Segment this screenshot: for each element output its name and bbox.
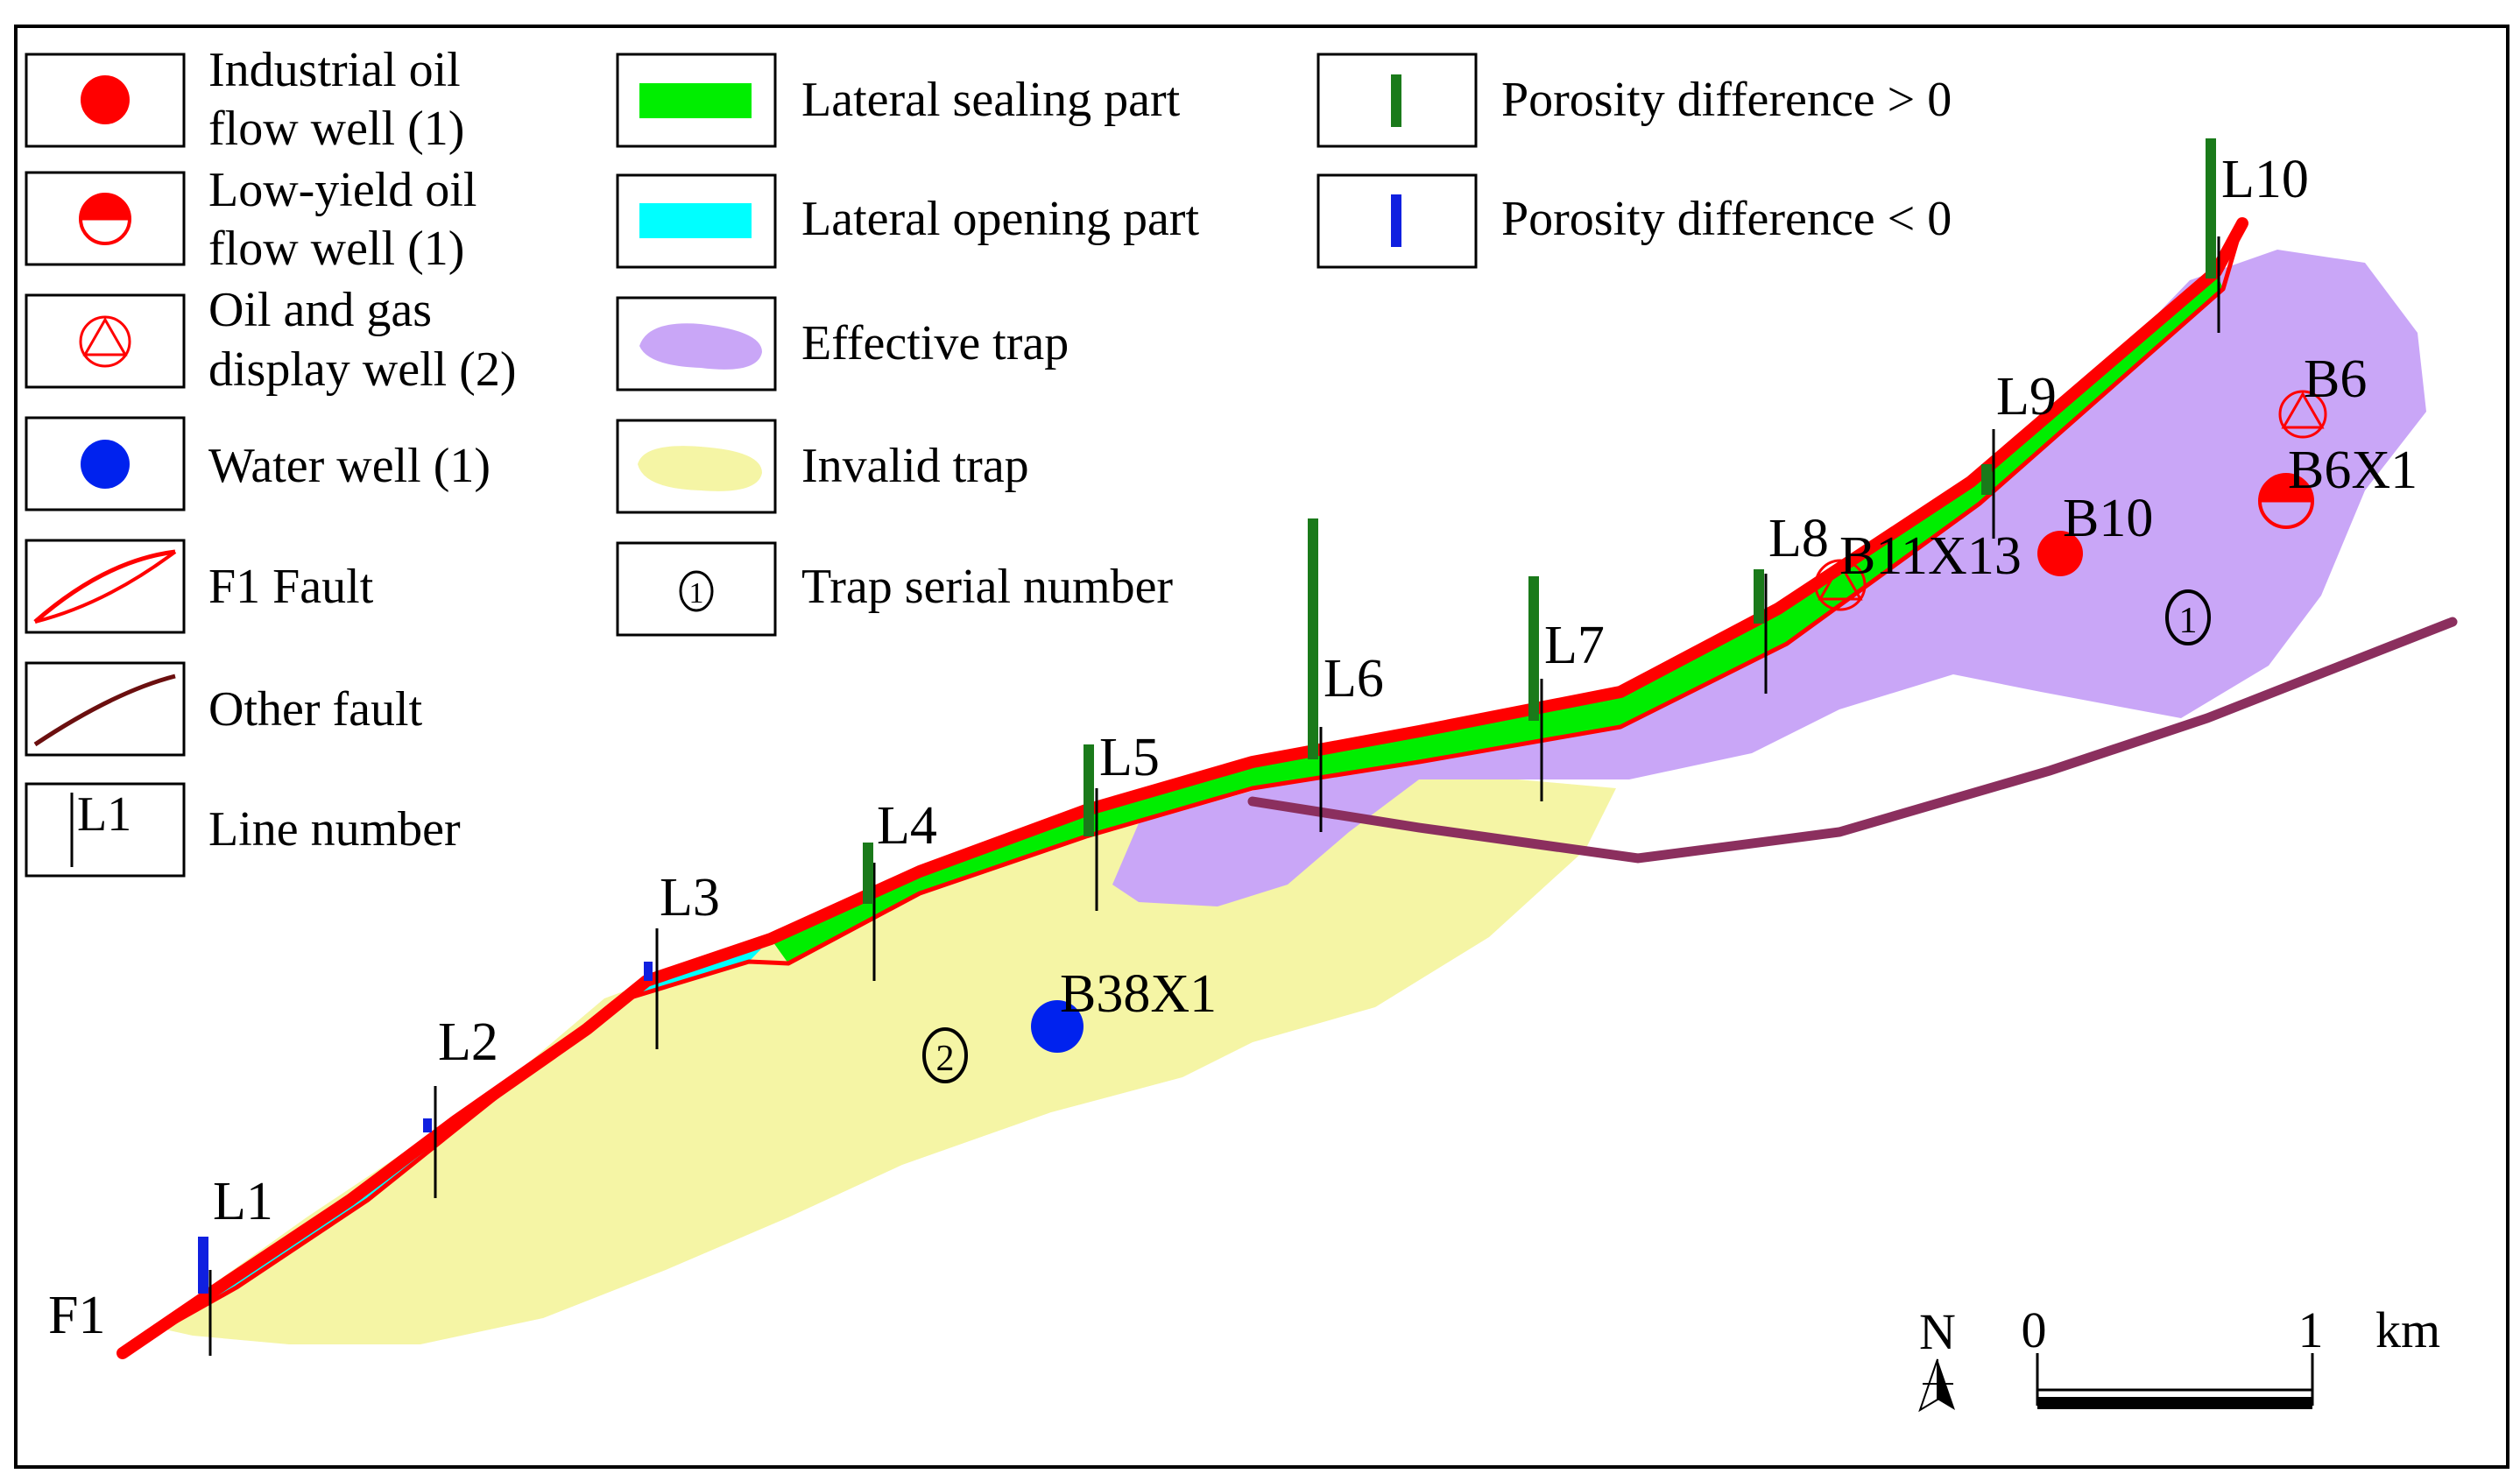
porosity-pos-bar-l7 xyxy=(1528,576,1539,721)
porosity-pos-bar-l10 xyxy=(2206,138,2216,279)
porosity-neg-bar-l3 xyxy=(644,962,653,981)
scale-end: 1 xyxy=(2298,1301,2324,1358)
lateral-sealing-icon xyxy=(639,83,752,118)
porosity-neg-bar-l2 xyxy=(423,1118,432,1132)
line-label-l6: L6 xyxy=(1324,649,1384,709)
other-fault-line xyxy=(1247,617,2458,864)
well-label-b10: B10 xyxy=(2063,489,2153,548)
well-b10-symbol xyxy=(2037,531,2083,576)
porosity-negative-icon xyxy=(1391,194,1401,247)
trap-number-1: 1 xyxy=(2165,589,2211,645)
legend-porneg-line1: Porosity difference < 0 xyxy=(1501,192,1952,246)
legend-invalid-line1: Invalid trap xyxy=(801,439,1029,493)
well-label-b6: B6 xyxy=(2304,349,2367,409)
legend-lowyield-line2: flow well (1) xyxy=(208,222,464,276)
line-label-l1: L1 xyxy=(213,1172,273,1231)
legend-f1fault-line1: F1 Fault xyxy=(208,560,374,614)
legend-display-line1: Oil and gas xyxy=(208,283,432,337)
other-fault-icon xyxy=(33,674,176,747)
well-b6-symbol xyxy=(2278,390,2327,439)
legend-opening-line1: Lateral opening part xyxy=(801,192,1199,246)
porosity-pos-bar-l4 xyxy=(863,843,873,904)
scale-unit: km xyxy=(2375,1301,2440,1358)
legend-linenumber-line1: Line number xyxy=(208,802,461,857)
line-label-l2: L2 xyxy=(438,1012,498,1072)
line-label-l10: L10 xyxy=(2221,150,2309,209)
invalid-trap-area xyxy=(153,771,1616,1344)
legend-porpos-line1: Porosity difference > 0 xyxy=(1501,73,1952,127)
line-label-l7: L7 xyxy=(1544,616,1605,675)
north-label: N xyxy=(1919,1303,1956,1360)
legend-otherfault-line1: Other fault xyxy=(208,682,423,737)
industrial-oil-well-icon xyxy=(81,75,130,124)
north-arrow: N xyxy=(1918,1303,1956,1413)
trap-number-2-text: 2 xyxy=(936,1039,955,1079)
lateral-opening-icon xyxy=(639,203,752,238)
trap-serial-icon xyxy=(679,570,714,612)
porosity-pos-bar-l8 xyxy=(1754,569,1764,624)
legend: Industrial oil flow well (1) Low-yield o… xyxy=(25,43,1952,878)
survey-lines xyxy=(208,236,2220,1356)
fault-label-f1: F1 xyxy=(48,1286,105,1345)
line-label-l8: L8 xyxy=(1768,509,1829,568)
well-label-b38x1: B38X1 xyxy=(1060,964,1217,1024)
oil-gas-display-well-icon xyxy=(79,315,131,368)
legend-industrial-line2: flow well (1) xyxy=(208,102,464,156)
f1-fault-lower-edge xyxy=(121,222,2245,1356)
f1-fault-icon xyxy=(33,549,177,624)
well-b38x1-symbol xyxy=(1031,1000,1084,1053)
scale-bar: 0 1 km xyxy=(2022,1301,2440,1409)
scale-start: 0 xyxy=(2022,1301,2047,1358)
legend-serial-symbol: 1 xyxy=(689,577,704,610)
legend-water-line1: Water well (1) xyxy=(208,439,491,493)
porosity-positive-icon xyxy=(1391,74,1401,127)
porosity-pos-bar-l9 xyxy=(1981,464,1992,495)
trap-number-2: 2 xyxy=(922,1027,968,1083)
legend-display-line2: display well (2) xyxy=(208,342,516,397)
porosity-neg-bar-l1 xyxy=(198,1237,208,1294)
invalid-trap-icon xyxy=(638,446,762,491)
porosity-pos-bar-l5 xyxy=(1084,744,1094,836)
effective-trap-icon xyxy=(639,323,762,370)
effective-trap-area xyxy=(1112,250,2426,906)
legend-lowyield-line1: Low-yield oil xyxy=(208,163,476,217)
legend-linenumber-symbol: L1 xyxy=(77,787,131,842)
porosity-pos-bar-l6 xyxy=(1308,518,1318,759)
well-label-b11x13: B11X13 xyxy=(1839,526,2022,586)
legend-serial-line1: Trap serial number xyxy=(801,560,1173,614)
legend-sealing-line1: Lateral sealing part xyxy=(801,73,1181,127)
f1-fault-upper-edge xyxy=(116,217,2248,1359)
legend-effective-line1: Effective trap xyxy=(801,316,1069,370)
trap-number-1-text: 1 xyxy=(2179,601,2198,641)
porosity-bars xyxy=(198,138,2216,1294)
well-label-b6x1: B6X1 xyxy=(2288,441,2418,500)
line-label-l3: L3 xyxy=(660,868,720,927)
well-b6x1-symbol xyxy=(2258,473,2314,529)
legend-industrial-line1: Industrial oil xyxy=(208,43,461,97)
line-label-l9: L9 xyxy=(1996,367,2057,427)
low-yield-oil-well-icon xyxy=(79,193,131,245)
well-b11x13-symbol xyxy=(1814,559,1867,611)
line-label-l4: L4 xyxy=(877,796,937,856)
line-label-l5: L5 xyxy=(1099,728,1160,787)
water-well-icon xyxy=(81,440,130,489)
